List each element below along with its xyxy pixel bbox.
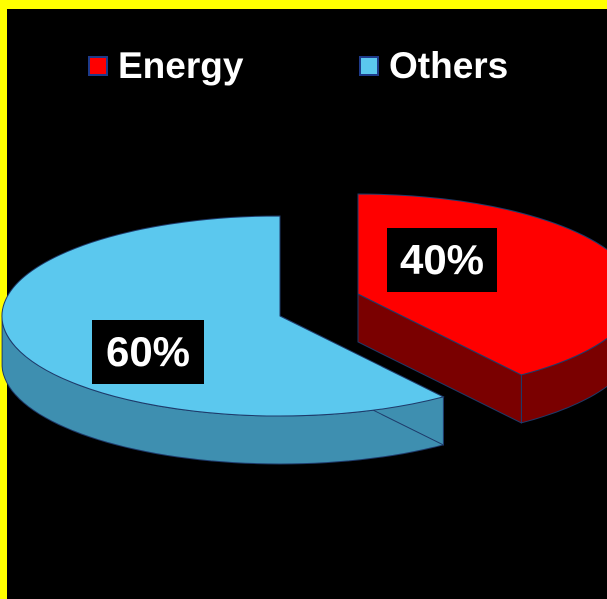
legend-item-energy: Energy <box>88 44 243 88</box>
data-label-energy: 40% <box>387 228 497 292</box>
legend-swatch-others <box>359 56 379 76</box>
legend-label-others: Others <box>389 45 509 86</box>
legend-item-others: Others <box>359 44 508 88</box>
legend-swatch-energy <box>88 56 108 76</box>
chart-legend: Energy Others <box>0 44 607 88</box>
legend-label-energy: Energy <box>118 45 244 86</box>
data-label-others: 60% <box>92 320 204 384</box>
